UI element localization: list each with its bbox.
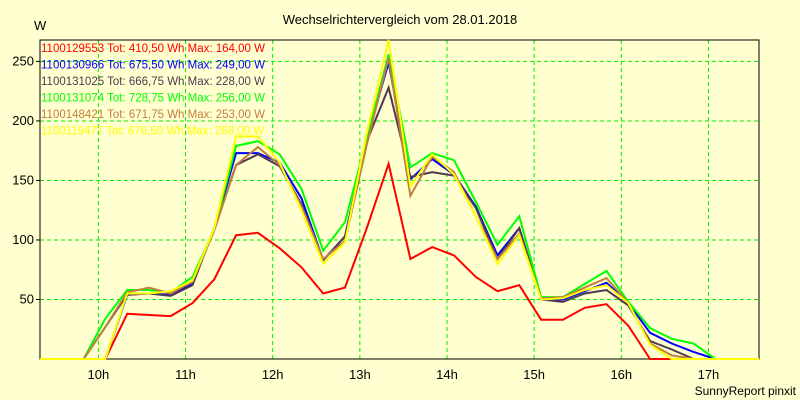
footer-credit: SunnyReport pinxit xyxy=(695,384,797,398)
y-tick-label: 200 xyxy=(12,113,34,128)
x-tick-label: 15h xyxy=(523,367,545,382)
series-lines xyxy=(40,39,759,360)
x-tick-label: 11h xyxy=(175,367,196,382)
x-tick-label: 10h xyxy=(88,367,110,382)
y-tick-label: 100 xyxy=(12,232,34,247)
y-tick-label: 150 xyxy=(12,172,34,187)
legend-entry-1100131025: 1100131025 Tot: 666,75 Wh Max: 228,00 W xyxy=(41,76,265,88)
y-tick-label: 50 xyxy=(20,291,34,306)
legend-entry-1100130966: 1100130966 Tot: 675,50 Wh Max: 249,00 W xyxy=(41,60,265,72)
x-tick-label: 16h xyxy=(610,367,632,382)
legend-entry-1100119477: 1100119477 Tot: 676,50 Wh Max: 268,00 W xyxy=(41,126,264,138)
axis-ticks: 50 100 150 200 250 10h 11h 12h 13h 14h 15h 16h 17h xyxy=(12,53,719,382)
x-tick-label: 12h xyxy=(262,367,284,382)
chart-title: Wechselrichtervergleich vom 28.01.2018 xyxy=(283,12,518,27)
y-axis-label: W xyxy=(34,18,47,33)
x-tick-label: 17h xyxy=(698,367,720,382)
legend-entry-1100129553: 1100129553 Tot: 410,50 Wh Max: 164,00 W xyxy=(41,43,265,55)
legend-entry-1100148421: 1100148421 Tot: 671,75 Wh Max: 253,00 W xyxy=(41,109,265,121)
plot-frame xyxy=(39,39,760,360)
y-tick-label: 250 xyxy=(12,53,34,68)
series-line-1100129553 xyxy=(40,160,759,360)
legend: 1100129553 Tot: 410,50 Wh Max: 164,00 W 1… xyxy=(41,43,265,138)
series-line-1100119477 xyxy=(40,39,759,360)
x-tick-label: 14h xyxy=(436,367,458,382)
legend-entry-1100131074: 1100131074 Tot: 728,75 Wh Max: 256,00 W xyxy=(41,93,265,105)
x-tick-label: 13h xyxy=(349,367,371,382)
